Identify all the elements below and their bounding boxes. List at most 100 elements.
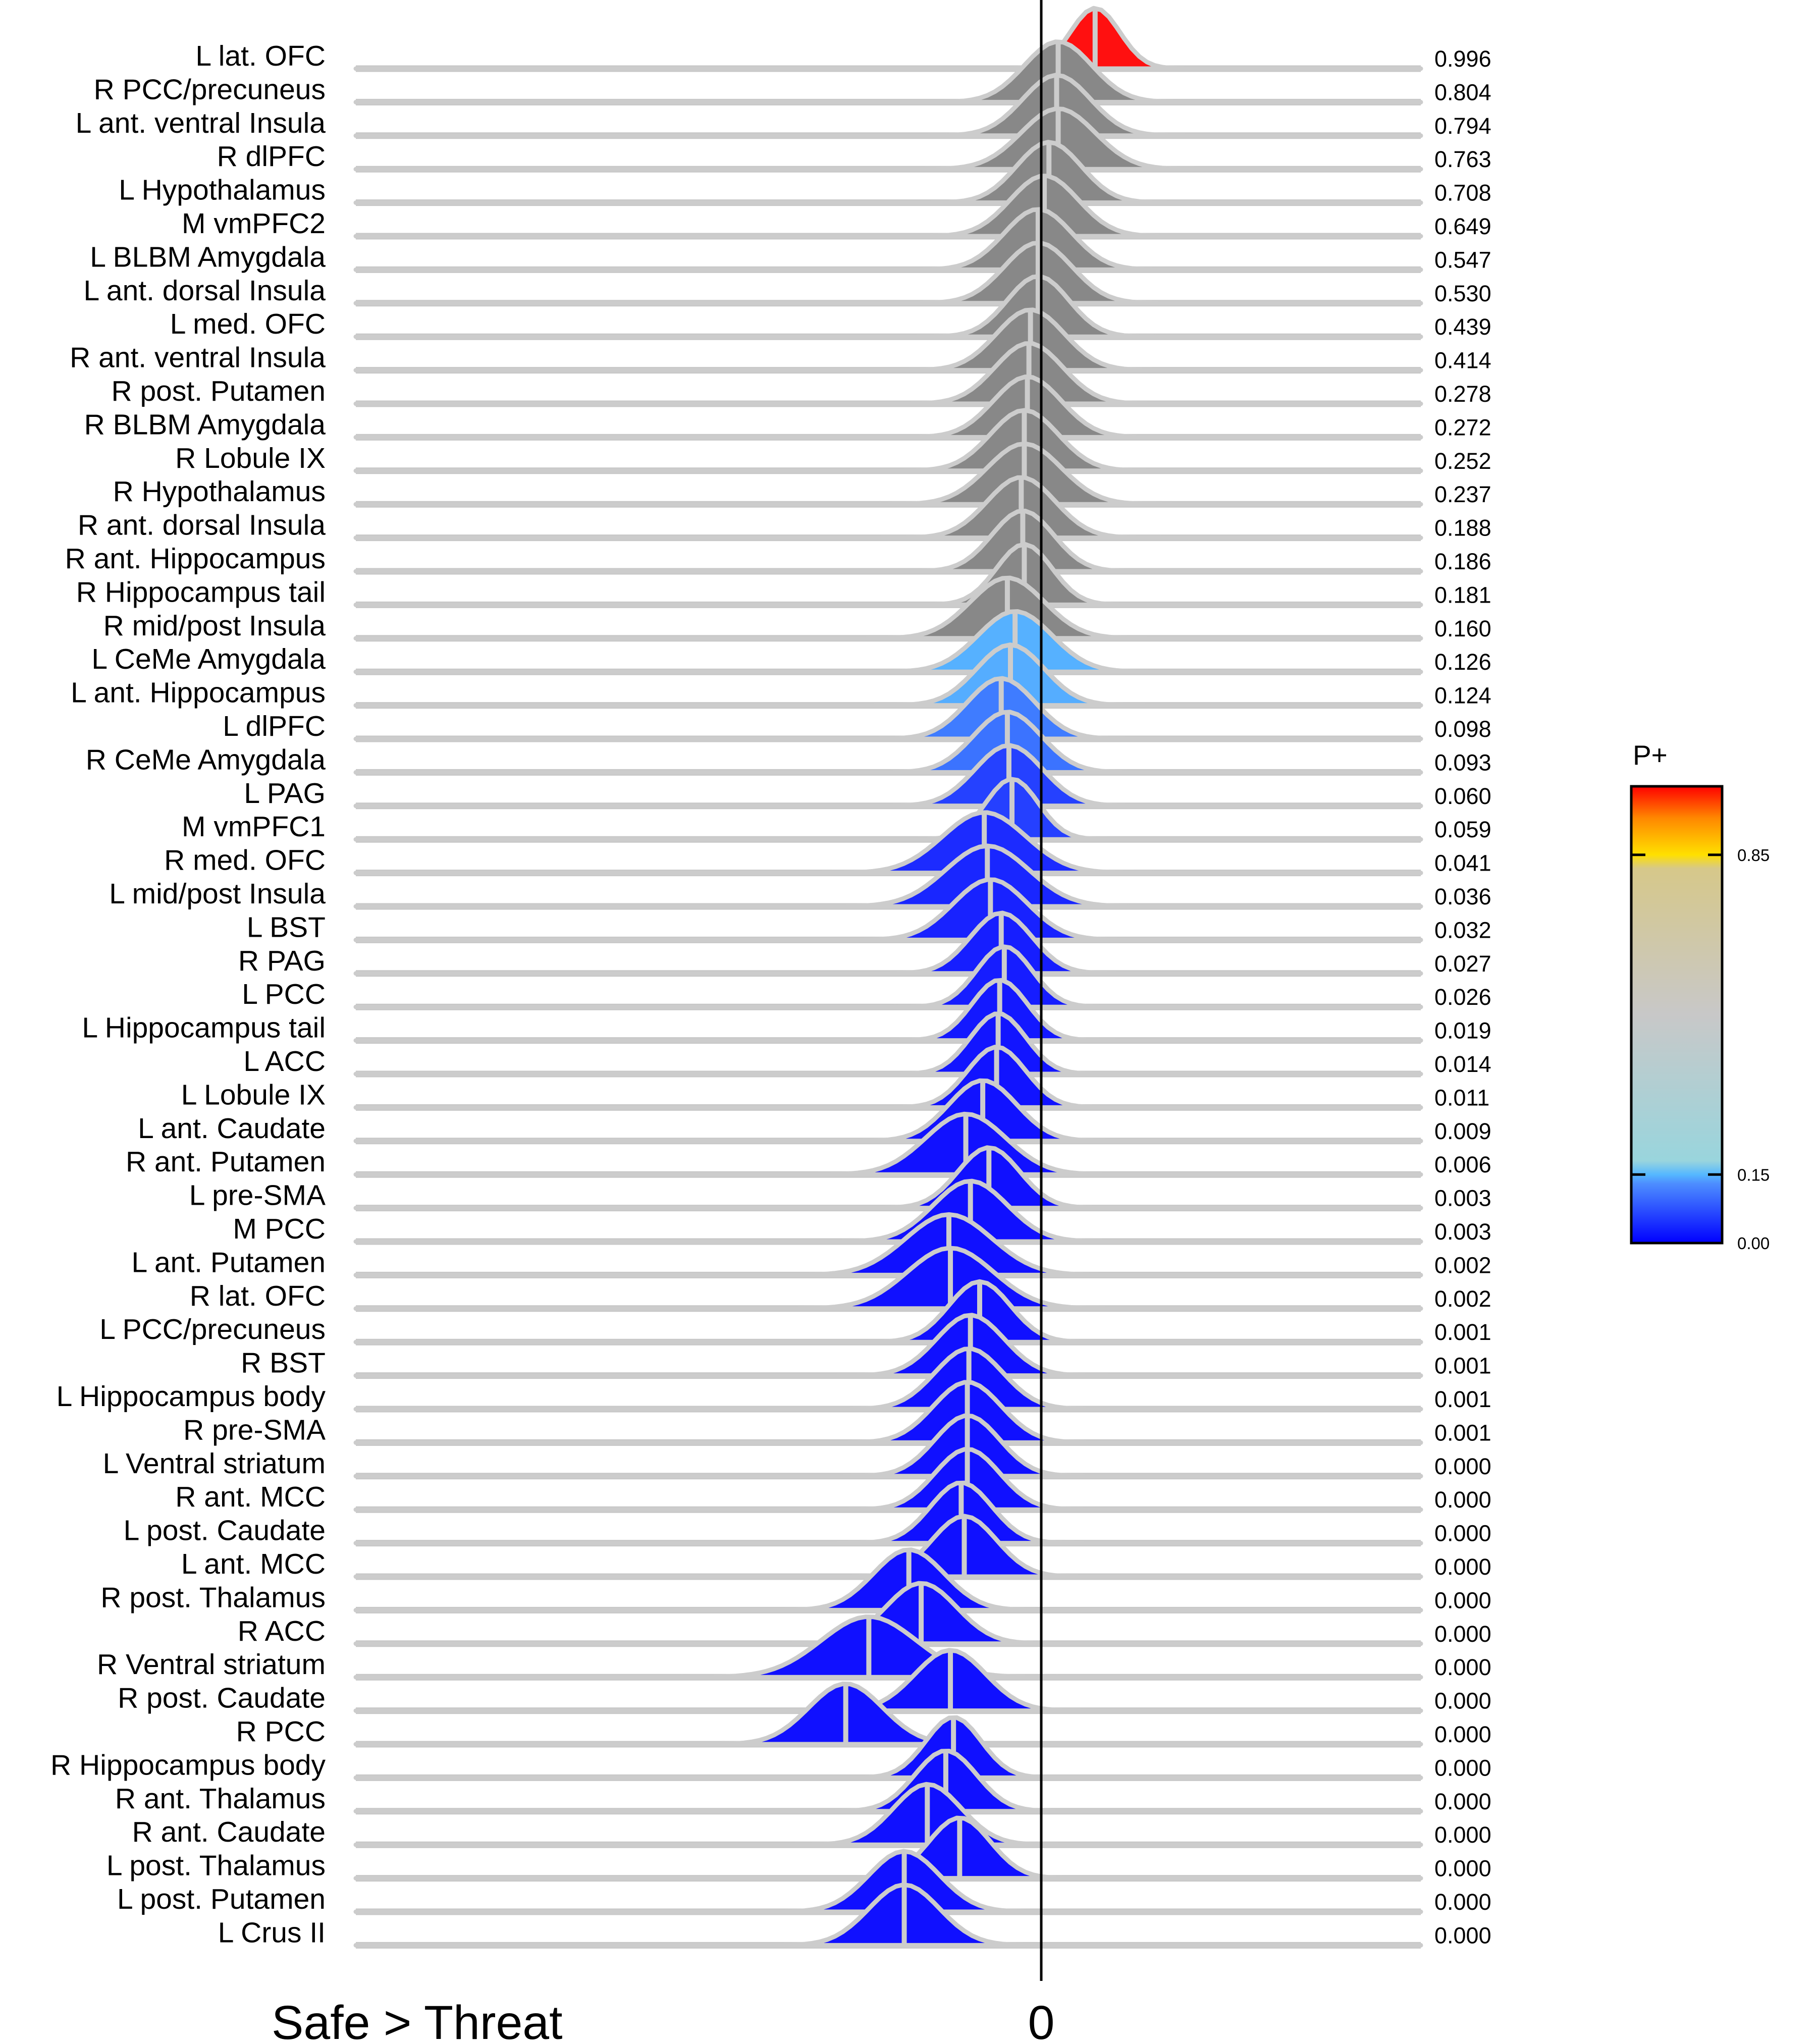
region-label: L mid/post Insula [109,878,326,910]
ridge-density [353,944,1423,1009]
region-label: L PCC/precuneus [99,1313,326,1346]
ridge-density [353,1715,1423,1780]
region-label: R ant. Hippocampus [65,543,326,575]
p-value-label: 0.547 [1434,247,1491,273]
ridge-density [353,1212,1423,1277]
ridge-density [353,1145,1423,1211]
x-axis-label: Safe > Threat [272,1996,563,2044]
ridge-density [353,1313,1423,1378]
ridge-density [353,910,1423,976]
ridge-density [353,1045,1423,1110]
region-label: R Hypothalamus [113,475,326,508]
p-value-label: 0.041 [1434,850,1491,876]
ridge-density [353,1480,1423,1546]
ridge-density [353,1615,1423,1680]
legend-title: P+ [1633,739,1668,771]
p-value-label: 0.032 [1434,917,1491,943]
ridge-density [353,743,1423,809]
p-value-label: 0.237 [1434,481,1491,507]
ridge-density [353,777,1423,842]
region-label: L lat. OFC [195,40,326,72]
ridge-density [353,475,1423,541]
p-value-label: 0.001 [1434,1319,1491,1345]
p-value-label: 0.160 [1434,616,1491,641]
region-label: M PCC [233,1213,326,1245]
region-label: R BLBM Amygdala [84,408,326,441]
region-label: R Lobule IX [175,442,326,474]
region-label: L post. Thalamus [106,1850,326,1882]
ridge-density [353,73,1423,138]
p-value-label: 0.804 [1434,79,1491,105]
region-label: L ant. ventral Insula [76,107,326,139]
region-label: L dlPFC [223,710,326,742]
ridge-density [353,1849,1423,1914]
region-label: R Ventral striatum [97,1648,326,1681]
ridge-density [353,575,1423,641]
ridge-density [353,274,1423,339]
p-value-label: 0.036 [1434,884,1491,909]
region-label: L PCC [242,978,326,1010]
region-label: R Hippocampus body [50,1749,326,1781]
ridge-row [353,1246,1423,1312]
p-value-label: 0.006 [1434,1152,1491,1177]
ridge-density [353,207,1423,272]
ridge-density [353,39,1423,104]
ridge-row [353,1681,1423,1748]
region-label: R PCC/precuneus [94,73,326,105]
p-value-label: 0.000 [1434,1487,1491,1513]
p-value-label: 0.000 [1434,1922,1491,1948]
p-value-label: 0.000 [1434,1822,1491,1848]
p-value-label: 0.000 [1434,1654,1491,1680]
region-label: L ant. Putamen [132,1246,326,1278]
ridge-density [353,1347,1423,1412]
region-label: L ant. MCC [181,1548,326,1580]
p-value-label: 0.027 [1434,951,1491,977]
region-label: L ant. Caudate [138,1112,326,1145]
p-value-label: 0.002 [1434,1252,1491,1278]
region-label: R ant. Thalamus [115,1783,326,1815]
ridge-density [353,106,1423,172]
ridge-density [353,1547,1423,1612]
p-value-label: 0.000 [1434,1621,1491,1647]
region-label: R ant. Caudate [132,1816,326,1848]
ridge-density [353,1749,1423,1814]
ridges-layer [353,6,1423,1949]
p-value-label: 0.014 [1434,1051,1491,1077]
p-value-label: 0.003 [1434,1186,1491,1211]
p-value-label: 0.000 [1434,1889,1491,1915]
p-value-label: 0.000 [1434,1587,1491,1613]
ridge-density [353,1648,1423,1713]
p-value-label: 0.000 [1434,1554,1491,1580]
region-label: R med. OFC [164,844,326,877]
ridge-density [353,1882,1423,1948]
region-label: L Hippocampus body [57,1380,326,1413]
ridge-density [353,240,1423,306]
p-value-label: 0.093 [1434,749,1491,775]
region-label: R post. Thalamus [100,1581,326,1613]
ridge-density [353,1111,1423,1177]
region-label: L post. Putamen [117,1883,326,1915]
p-value-label: 0.649 [1434,213,1491,239]
ridge-density [353,1246,1423,1311]
p-value-label: 0.530 [1434,281,1491,306]
p-value-label: 0.186 [1434,549,1491,574]
ridge-density [353,508,1423,574]
p-value-label: 0.414 [1434,348,1491,373]
p-value-label: 0.009 [1434,1118,1491,1144]
p-value-label: 0.272 [1434,414,1491,440]
region-label: R dlPFC [217,140,326,173]
p-value-label: 0.708 [1434,180,1491,206]
p-value-label: 0.019 [1434,1018,1491,1044]
region-label: M vmPFC2 [182,207,326,240]
region-label: R ant. ventral Insula [70,342,326,374]
p-value-label: 0.181 [1434,582,1491,608]
ridge-density [353,609,1423,674]
p-value-label: 0.000 [1434,1856,1491,1881]
p-value-label: 0.000 [1434,1722,1491,1747]
p-value-label: 0.001 [1434,1386,1491,1412]
p-value-label: 0.252 [1434,448,1491,474]
legend-tick-label: 0.85 [1737,846,1770,865]
p-value-label: 0.011 [1434,1085,1489,1110]
region-label: L Crus II [218,1916,326,1949]
